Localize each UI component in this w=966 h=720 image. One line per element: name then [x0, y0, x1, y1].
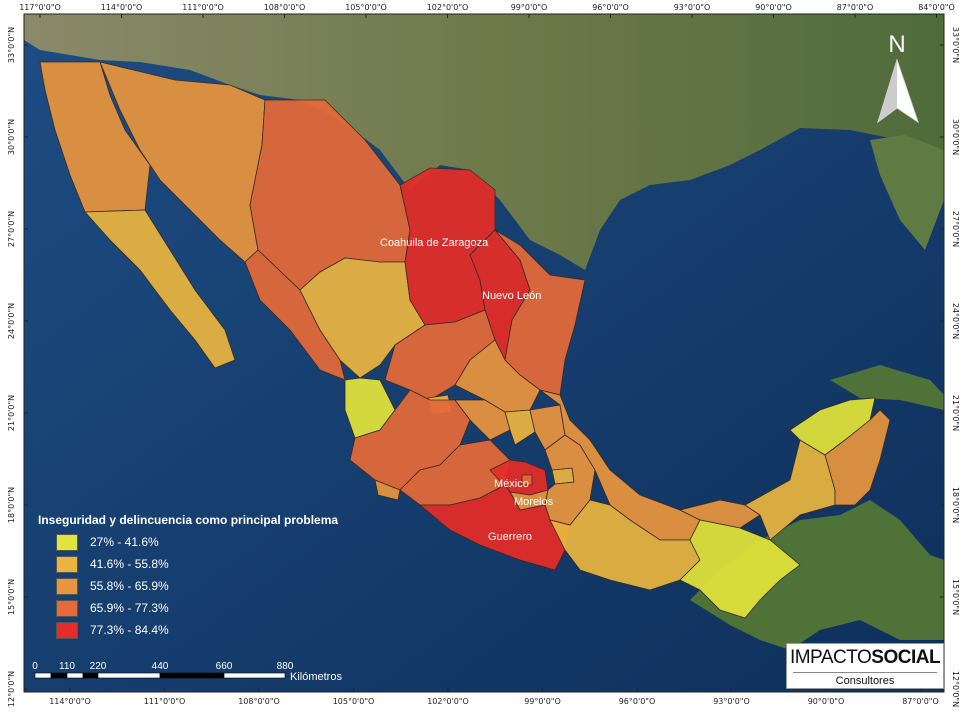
graticule-label-bottom: 99°0'0"O — [524, 697, 561, 706]
legend-swatch — [56, 533, 78, 551]
graticule-label-left: 12°0'0"N — [7, 671, 16, 707]
north-arrow: N — [877, 31, 919, 124]
map-border — [23, 13, 945, 693]
label-guerrero: Guerrero — [488, 531, 532, 543]
label-mexico: México — [494, 478, 529, 490]
graticule-label-left: 27°0'0"N — [7, 211, 16, 247]
graticule-label-left: 24°0'0"N — [7, 303, 16, 339]
legend-swatch — [56, 621, 78, 639]
legend-row: 65.9% - 77.3% — [38, 597, 398, 619]
graticule-label-top: 111°0'0"O — [182, 3, 224, 12]
state-quintana-roo[interactable] — [824, 409, 891, 506]
graticule-label-right: 33°0'0"N — [951, 27, 960, 63]
graticule-label-right: 24°0'0"N — [951, 303, 960, 339]
graticule-label-bottom: 87°0'0"O — [902, 697, 939, 706]
graticule-label-left: 30°0'0"N — [7, 119, 16, 155]
graticule-label-right: 18°0'0"N — [951, 487, 960, 523]
label-coahuila: Coahuila de Zaragoza — [380, 237, 489, 249]
legend-label: 77.3% - 84.4% — [90, 623, 169, 637]
legend-row: 41.6% - 55.8% — [38, 553, 398, 575]
legend-swatch — [56, 555, 78, 573]
graticule-label-top: 102°0'0"O — [427, 3, 469, 12]
graticule-bottom: 114°0'0"O 111°0'0"O 108°0'0"O 105°0'0"O 102°… — [49, 688, 939, 706]
graticule-label-top: 84°0'0"O — [918, 3, 955, 12]
graticule-label-bottom: 108°0'0"O — [238, 697, 280, 706]
brand-logo: IMPACTOSOCIAL Consultores — [786, 643, 944, 689]
graticule-left: 33°0'0"N 30°0'0"N 27°0'0"N 24°0'0"N 21°0'0"N… — [7, 27, 28, 707]
graticule-label-bottom: 111°0'0"O — [144, 697, 186, 706]
brand-name-bold: SOCIAL — [871, 647, 941, 668]
brand-name-light: IMPACTO — [789, 647, 872, 668]
legend-swatch — [56, 577, 78, 595]
scale-tick-label: 660 — [216, 661, 233, 672]
graticule-label-top: 87°0'0"O — [837, 3, 874, 12]
scale-tick-label: 220 — [90, 661, 107, 672]
central-america-land — [690, 500, 944, 650]
graticule-label-top: 90°0'0"O — [755, 3, 792, 12]
legend-row: 27% - 41.6% — [38, 531, 398, 553]
legend-row: 55.8% - 65.9% — [38, 575, 398, 597]
scale-tick-label: 0 — [32, 661, 38, 672]
legend-label: 55.8% - 65.9% — [90, 579, 169, 593]
graticule-label-left: 15°0'0"N — [7, 579, 16, 615]
state-cdmx[interactable] — [521, 474, 533, 486]
graticule-label-top: 114°0'0"O — [101, 3, 143, 12]
scale-bar: 0 110 220 440 660 880 Kilómetros — [32, 661, 342, 683]
brand-tagline: Consultores — [793, 672, 937, 687]
graticule-label-top: 96°0'0"O — [592, 3, 629, 12]
graticule-label-left: 33°0'0"N — [7, 27, 16, 63]
graticule-label-right: 12°0'0"N — [951, 671, 960, 707]
brand-name: IMPACTOSOCIAL — [787, 647, 943, 669]
graticule-label-top: 108°0'0"O — [264, 3, 306, 12]
graticule-label-bottom: 90°0'0"O — [808, 697, 845, 706]
graticule-label-right: 15°0'0"N — [951, 579, 960, 615]
graticule-right: 33°0'0"N 30°0'0"N 27°0'0"N 24°0'0"N 21°0'0"N… — [940, 27, 960, 707]
graticule-label-left: 18°0'0"N — [7, 487, 16, 523]
graticule-label-bottom: 93°0'0"O — [713, 697, 750, 706]
label-morelos: Morelos — [514, 496, 554, 508]
legend-row: 77.3% - 84.4% — [38, 619, 398, 641]
mexico-states — [39, 61, 891, 619]
scale-tick-label: 880 — [277, 661, 294, 672]
scale-unit: Kilómetros — [290, 671, 342, 683]
graticule-top: 117°0'0"O 114°0'0"O 111°0'0"O 108°0'0"O 105°… — [19, 3, 955, 18]
state-baja-california-sur[interactable] — [84, 209, 236, 369]
state-colima[interactable] — [374, 479, 401, 501]
legend-label: 27% - 41.6% — [90, 535, 159, 549]
graticule-label-right: 27°0'0"N — [951, 211, 960, 247]
legend-label: 65.9% - 77.3% — [90, 601, 169, 615]
legend-title: Inseguridad y delincuencia como principa… — [38, 513, 339, 527]
graticule-label-bottom: 96°0'0"O — [619, 697, 656, 706]
graticule-label-top: 117°0'0"O — [19, 3, 61, 12]
state-sinaloa[interactable] — [244, 249, 346, 381]
cuba-land — [830, 365, 944, 410]
us-land — [24, 14, 944, 270]
legend-swatch — [56, 599, 78, 617]
graticule-label-bottom: 114°0'0"O — [49, 697, 91, 706]
state-san-luis-potosi[interactable] — [454, 339, 541, 413]
state-queretaro[interactable] — [504, 409, 536, 446]
graticule-label-left: 21°0'0"N — [7, 395, 16, 431]
graticule-label-top: 93°0'0"O — [674, 3, 711, 12]
graticule-label-right: 30°0'0"N — [951, 119, 960, 155]
graticule-label-right: 21°0'0"N — [951, 395, 960, 431]
scale-tick-label: 440 — [152, 661, 169, 672]
state-chiapas[interactable] — [679, 519, 801, 619]
scale-tick-label: 110 — [59, 661, 75, 672]
graticule-label-top: 105°0'0"O — [345, 3, 387, 12]
north-arrow-letter: N — [888, 31, 905, 58]
graticule-label-bottom: 105°0'0"O — [333, 697, 375, 706]
graticule-label-top: 99°0'0"O — [511, 3, 548, 12]
state-tlaxcala[interactable] — [551, 467, 575, 485]
legend-label: 41.6% - 55.8% — [90, 557, 169, 571]
graticule-label-bottom: 102°0'0"O — [427, 697, 469, 706]
florida-land — [870, 135, 944, 250]
label-nuevo-leon: Nuevo León — [482, 290, 541, 302]
legend: Inseguridad y delincuencia como principa… — [38, 513, 398, 641]
